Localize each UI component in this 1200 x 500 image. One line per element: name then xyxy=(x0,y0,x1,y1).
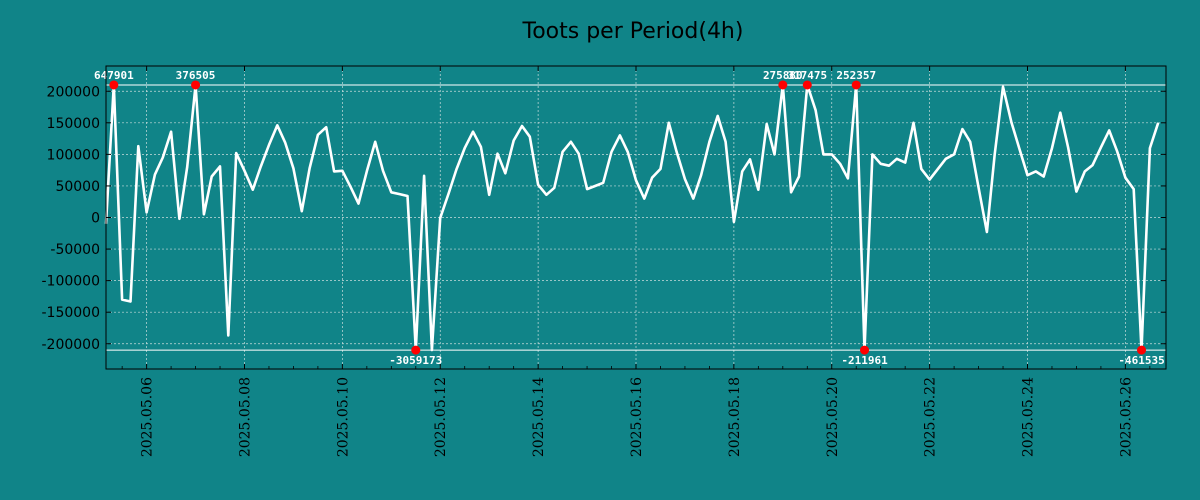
y-tick-label: 200000 xyxy=(47,84,100,100)
annotation-label: 317475 xyxy=(787,69,827,82)
annotation-label: 647901 xyxy=(94,69,134,82)
clip-marker xyxy=(191,80,201,90)
y-tick-label: 50000 xyxy=(55,179,100,195)
clip-marker xyxy=(802,80,812,90)
y-tick-label: 0 xyxy=(91,211,100,227)
clip-marker xyxy=(851,80,861,90)
x-tick-label: 2025.05.20 xyxy=(825,377,841,457)
peak-marker-layer xyxy=(109,80,1147,355)
y-tick-label: -50000 xyxy=(50,242,100,258)
x-tick-label: 2025.05.14 xyxy=(531,377,547,457)
clip-marker xyxy=(1137,345,1147,355)
y-tick-label: 100000 xyxy=(47,147,100,163)
y-tick-label: -150000 xyxy=(42,305,101,321)
x-tick-label: 2025.05.24 xyxy=(1021,377,1037,457)
annotation-label: 275880 xyxy=(763,69,803,82)
series-layer xyxy=(104,83,1160,352)
annotation-label: -461535 xyxy=(1118,354,1164,367)
clip-marker xyxy=(860,345,870,355)
y-tick-label: -200000 xyxy=(42,337,101,353)
annotation-label: 252357 xyxy=(836,69,876,82)
y-tick-label: -100000 xyxy=(42,274,101,290)
clip-marker xyxy=(778,80,788,90)
x-tick-label: 2025.05.12 xyxy=(433,377,449,457)
clip-marker xyxy=(109,80,119,90)
x-tick-label: 2025.05.18 xyxy=(727,377,743,457)
x-tick-label: 2025.05.06 xyxy=(140,377,156,457)
x-tick-label: 2025.05.22 xyxy=(923,377,939,457)
x-tick-label: 2025.05.08 xyxy=(237,377,253,457)
grid-layer xyxy=(106,66,1166,369)
x-tick-label: 2025.05.16 xyxy=(629,377,645,457)
series-line-toots xyxy=(104,83,1160,352)
annotation-label: -211961 xyxy=(841,354,888,367)
x-tick-label: 2025.05.26 xyxy=(1118,377,1134,457)
clip-marker xyxy=(411,345,421,355)
clip-limit-layer xyxy=(106,84,1166,351)
annotation-label: -3059173 xyxy=(389,354,442,367)
chart-title: Toots per Period(4h) xyxy=(522,19,744,44)
annotation-label: 376505 xyxy=(176,69,216,82)
x-tick-label: 2025.05.10 xyxy=(335,377,351,457)
tick-layer: 200000 150000 100000 50000 0 -50000 -100000 -15… xyxy=(42,66,1166,457)
y-tick-label: 150000 xyxy=(47,116,100,132)
